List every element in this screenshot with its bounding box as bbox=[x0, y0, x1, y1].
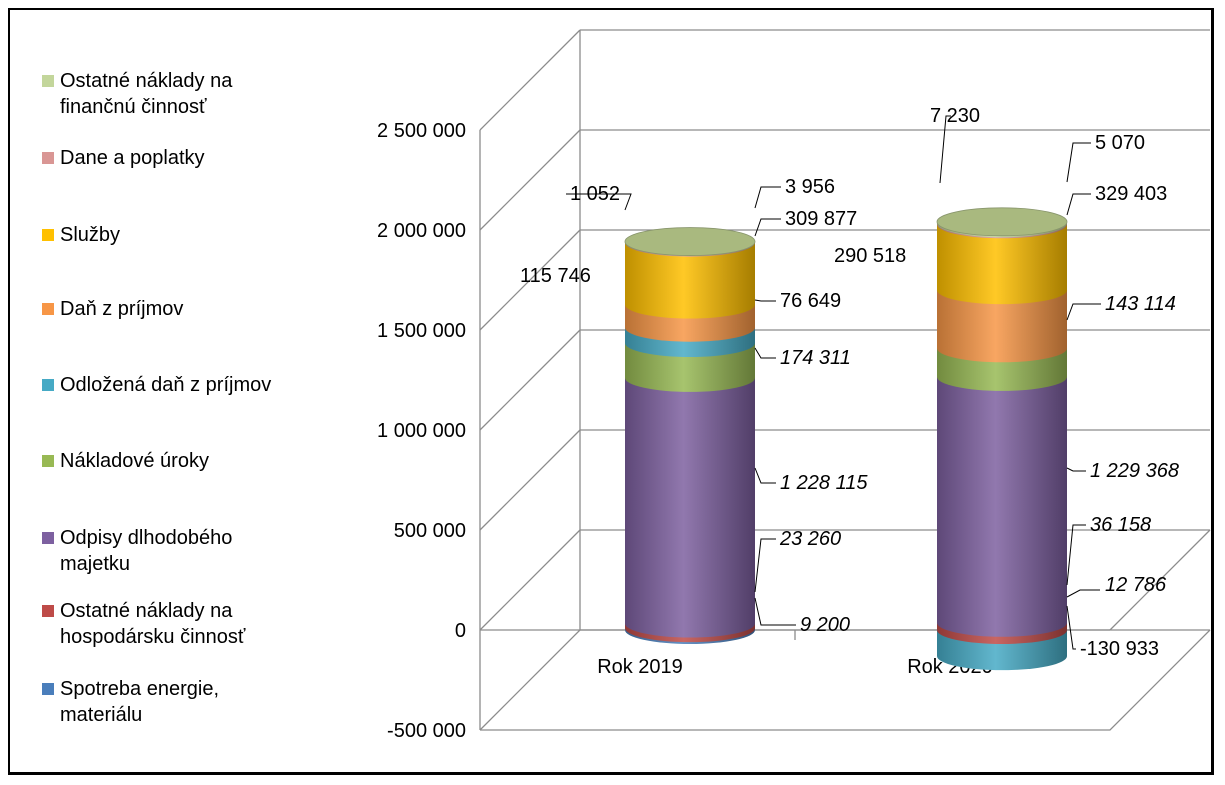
data-label: -130 933 bbox=[1080, 638, 1159, 660]
legend-swatch bbox=[42, 605, 54, 617]
data-label: 329 403 bbox=[1095, 183, 1167, 205]
y-tick-label: 1 500 000 bbox=[377, 320, 466, 342]
bar-segment bbox=[625, 363, 755, 638]
data-label: 174 311 bbox=[780, 347, 851, 369]
data-label-leader bbox=[754, 218, 781, 237]
y-tick-label: 2 500 000 bbox=[377, 120, 466, 142]
data-label: 1 052 bbox=[570, 183, 620, 205]
data-label-leader bbox=[754, 186, 781, 209]
gridline-diagonal bbox=[479, 629, 581, 731]
x-tick-label: Rok 2019 bbox=[597, 656, 683, 678]
data-label-leader bbox=[1066, 467, 1086, 472]
y-tick-label: 2 000 000 bbox=[377, 220, 466, 242]
data-label: 23 260 bbox=[779, 528, 841, 550]
data-label-leader bbox=[754, 538, 776, 593]
data-label-leader bbox=[1066, 589, 1100, 598]
data-label-leader bbox=[1066, 303, 1101, 321]
data-label: 115 746 bbox=[520, 265, 591, 287]
legend-swatch bbox=[42, 455, 54, 467]
bar-top-cap bbox=[624, 227, 756, 256]
data-label: 7 230 bbox=[930, 105, 980, 127]
data-label-leader bbox=[566, 193, 632, 211]
data-label-leader bbox=[754, 597, 796, 626]
legend-label: Nákladové úroky bbox=[60, 450, 209, 472]
legend-swatch bbox=[42, 379, 54, 391]
gridline-diagonal bbox=[479, 29, 581, 131]
legend-label: Odložená daň z príjmov bbox=[60, 374, 272, 396]
data-label: 1 228 115 bbox=[780, 472, 868, 494]
data-label-leader bbox=[754, 347, 776, 359]
legend-label: Odpisy dlhodobého majetku bbox=[60, 527, 233, 575]
legend-swatch bbox=[42, 229, 54, 241]
y-tick-label: -500 000 bbox=[387, 720, 466, 742]
y-tick-label: 0 bbox=[455, 620, 466, 642]
data-label: 290 518 bbox=[834, 245, 906, 267]
gridline-diagonal bbox=[479, 529, 581, 631]
legend-label: Ostatné náklady na finančnú činnosť bbox=[60, 70, 233, 118]
data-label: 1 229 368 bbox=[1090, 460, 1179, 482]
zero-plane-side bbox=[1109, 529, 1211, 631]
data-label: 309 877 bbox=[785, 208, 857, 230]
data-label-leader bbox=[1066, 193, 1091, 216]
floor-edge bbox=[480, 629, 1211, 731]
data-label-leader bbox=[939, 115, 951, 184]
legend-swatch bbox=[42, 683, 54, 695]
data-label-leader bbox=[754, 467, 776, 484]
data-label: 3 956 bbox=[785, 176, 835, 198]
data-label: 143 114 bbox=[1105, 293, 1176, 315]
data-label-leader bbox=[1066, 142, 1091, 183]
legend-swatch bbox=[42, 152, 54, 164]
y-tick-label: 500 000 bbox=[394, 520, 466, 542]
data-label: 5 070 bbox=[1095, 132, 1145, 154]
data-label-leader bbox=[1066, 524, 1086, 586]
bar-segment bbox=[937, 362, 1067, 637]
data-label-leader bbox=[754, 299, 776, 302]
gridline-diagonal bbox=[479, 229, 581, 331]
legend-label: Služby bbox=[60, 224, 121, 246]
data-label: 12 786 bbox=[1105, 574, 1167, 596]
legend-label: Dane a poplatky bbox=[60, 147, 205, 169]
data-label: 36 158 bbox=[1090, 514, 1151, 536]
data-label-leader bbox=[1066, 605, 1076, 650]
legend-label: Ostatné náklady na hospodársku činnosť bbox=[60, 600, 246, 648]
gridline-diagonal bbox=[479, 329, 581, 431]
legend-swatch bbox=[42, 532, 54, 544]
data-label: 9 200 bbox=[800, 614, 850, 636]
legend-label: Spotreba energie, materiálu bbox=[60, 678, 220, 726]
y-tick-label: 1 000 000 bbox=[377, 420, 466, 442]
legend-swatch bbox=[42, 303, 54, 315]
legend-swatch bbox=[42, 75, 54, 87]
bar-top-cap bbox=[936, 207, 1068, 237]
gridline-diagonal bbox=[479, 429, 581, 531]
gridline-diagonal bbox=[479, 129, 581, 231]
legend-label: Daň z príjmov bbox=[60, 298, 184, 320]
data-label: 76 649 bbox=[780, 290, 841, 312]
